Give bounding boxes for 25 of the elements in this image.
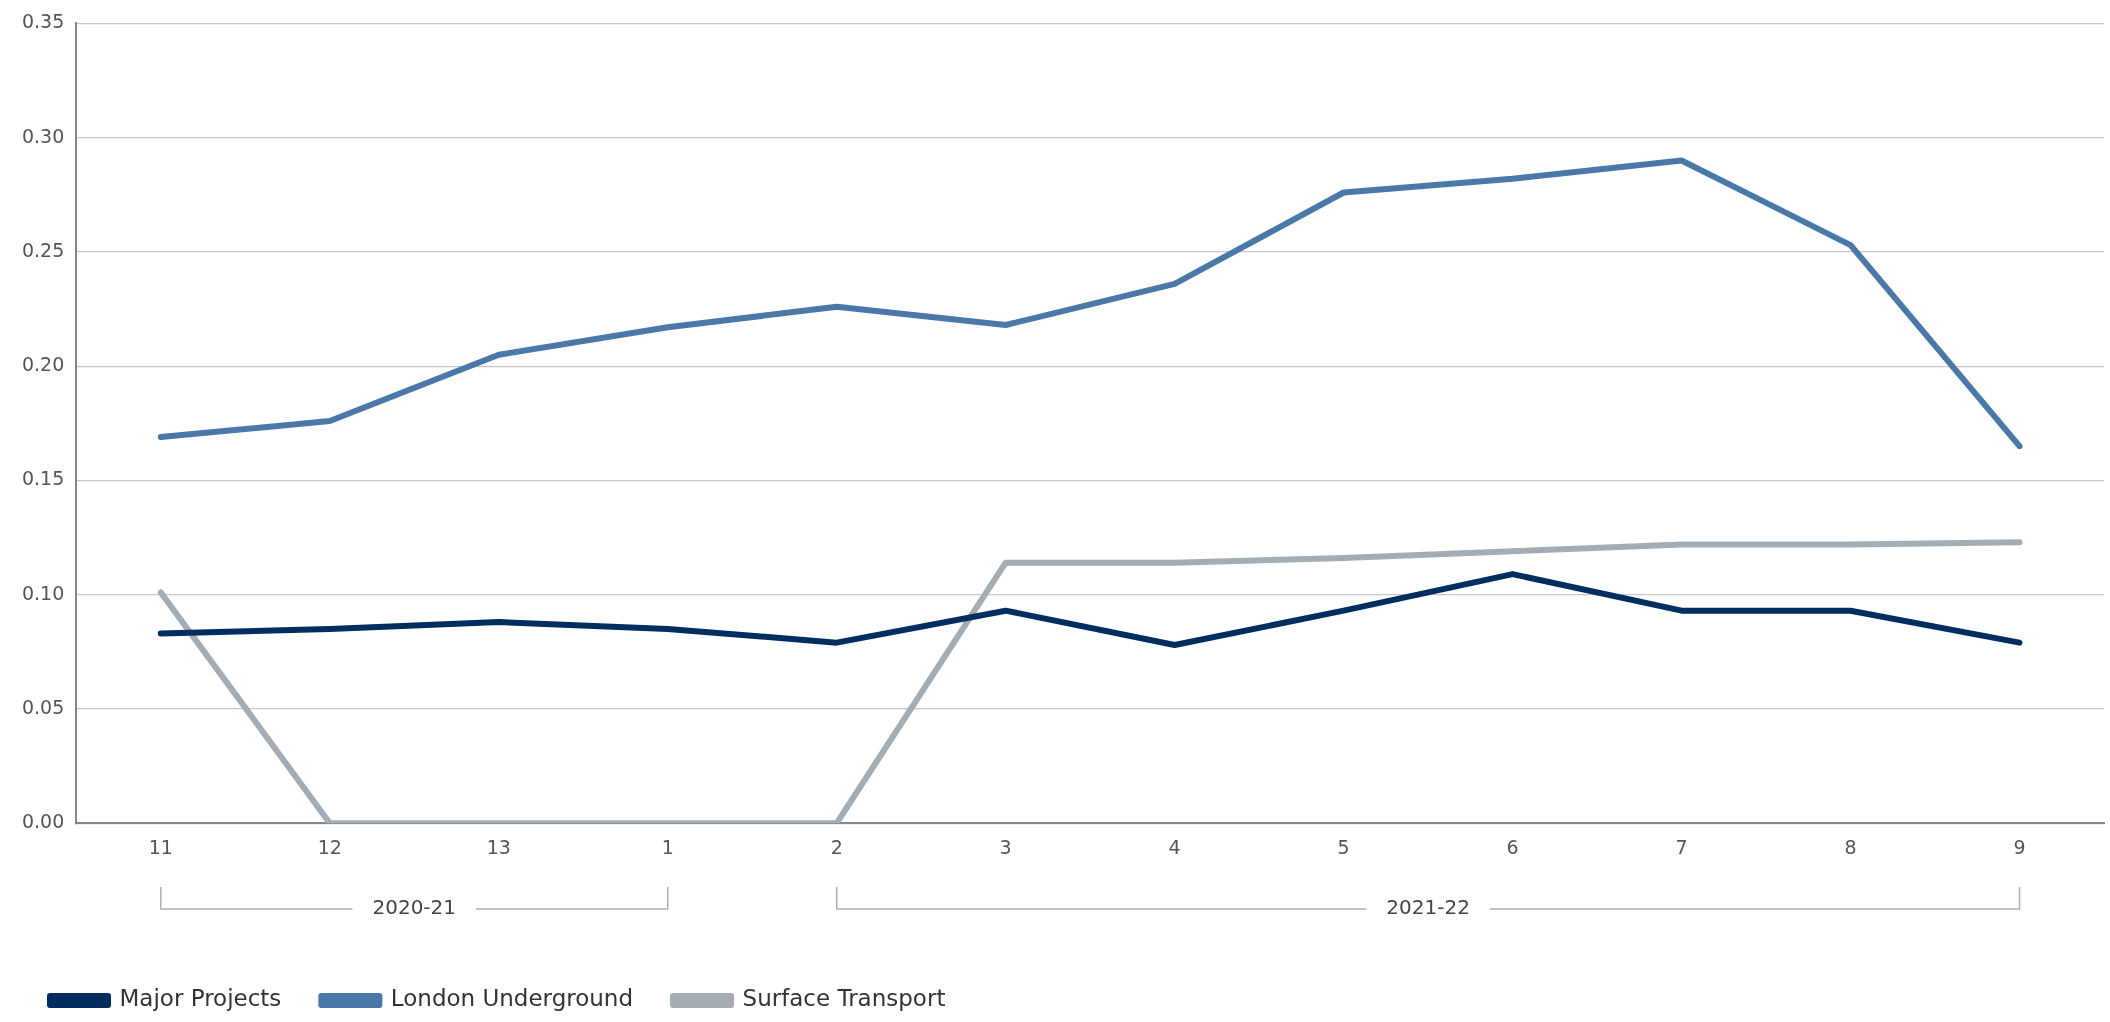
y-tick-label: 0.25 xyxy=(21,238,65,261)
legend-label: Major Projects xyxy=(119,985,282,1012)
x-tick-label: 6 xyxy=(1506,835,1519,858)
y-tick-label: 0.05 xyxy=(21,695,65,718)
x-tick-label: 11 xyxy=(148,835,173,858)
legend-label: Surface Transport xyxy=(742,985,946,1012)
x-tick-label: 1 xyxy=(661,835,674,858)
x-tick-label: 9 xyxy=(2013,835,2026,858)
x-tick-label: 13 xyxy=(486,835,511,858)
x-tick-label: 5 xyxy=(1337,835,1350,858)
y-tick-label: 0.00 xyxy=(21,810,65,833)
x-tick-label: 2 xyxy=(830,835,843,858)
text: 2020-21 xyxy=(372,895,457,920)
y-tick-label: 0.15 xyxy=(21,467,65,490)
legend-label: London Underground xyxy=(390,985,634,1012)
x-tick-label: 3 xyxy=(999,835,1012,858)
y-tick-label: 0.35 xyxy=(21,10,65,33)
text: 2021-22 xyxy=(1386,895,1470,920)
x-tick-label: 12 xyxy=(317,835,342,858)
y-tick-label: 0.10 xyxy=(21,581,65,604)
x-tick-label: 8 xyxy=(1844,835,1857,858)
y-tick-label: 0.20 xyxy=(21,353,65,376)
x-tick-label: 4 xyxy=(1168,835,1181,858)
y-tick-label: 0.30 xyxy=(21,124,65,147)
x-tick-label: 7 xyxy=(1675,835,1688,858)
